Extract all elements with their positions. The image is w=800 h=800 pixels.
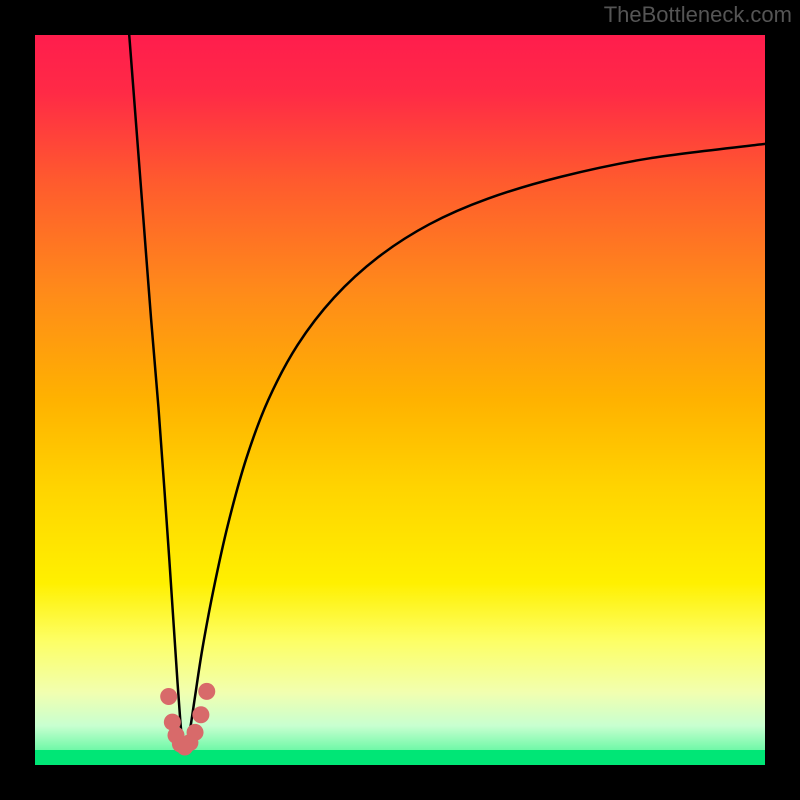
chart-svg: [0, 0, 800, 800]
marker-dot: [192, 706, 209, 723]
marker-dot: [160, 688, 177, 705]
watermark-text: TheBottleneck.com: [604, 2, 792, 28]
green-bottom-bar: [34, 750, 766, 766]
marker-dot: [187, 724, 204, 741]
gradient-background: [34, 34, 766, 766]
plot-area: [34, 34, 766, 766]
chart-container: { "watermark": { "text": "TheBottleneck.…: [0, 0, 800, 800]
marker-dot: [198, 683, 215, 700]
